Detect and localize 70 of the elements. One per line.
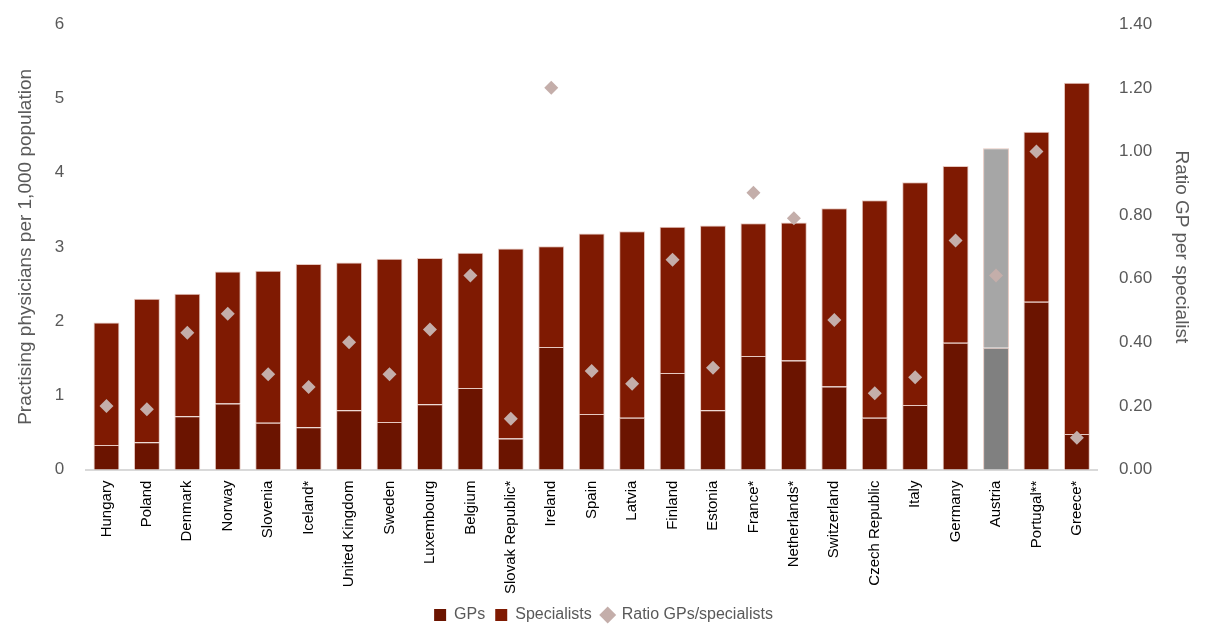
y-tick-label: 0 xyxy=(54,459,65,479)
y2-tick-label: 0.40 xyxy=(1119,332,1153,352)
y2-axis-title: Ratio GP per specialist xyxy=(1172,150,1194,345)
y2-tick-label: 1.20 xyxy=(1119,77,1153,97)
point xyxy=(544,80,559,95)
point xyxy=(584,363,599,378)
y-axis-title: Practising physicians per 1,000 population xyxy=(13,68,35,425)
point xyxy=(1069,430,1084,445)
y-tick-label: 5 xyxy=(54,88,65,108)
x-tick-label: Spain xyxy=(581,480,599,519)
y2-tick-label: 1.40 xyxy=(1119,13,1153,33)
y2-tick-label: 0.80 xyxy=(1119,204,1153,224)
point xyxy=(180,325,195,340)
x-tick-label: Slovak Republic* xyxy=(500,480,518,595)
point xyxy=(705,360,720,375)
point xyxy=(301,379,316,394)
x-tick-label: Latvia xyxy=(622,479,640,521)
x-tick-label: France* xyxy=(743,480,761,534)
x-tick-label: Ireland xyxy=(541,480,559,527)
y2-tick-label: 0.20 xyxy=(1119,395,1153,415)
x-tick-label: Finland xyxy=(662,480,680,530)
point xyxy=(503,411,518,426)
point xyxy=(342,335,357,350)
point xyxy=(382,367,397,382)
y-tick-label: 1 xyxy=(54,385,65,405)
y2-tick-label: 0.60 xyxy=(1119,268,1153,288)
x-tick-label: Estonia xyxy=(703,479,721,531)
legend-label: Ratio GPs/specialists xyxy=(621,605,773,623)
x-tick-label: Norway xyxy=(217,480,235,532)
y-tick-label: 3 xyxy=(54,236,65,256)
x-tick-label: Switzerland xyxy=(824,480,842,559)
y-tick-label: 2 xyxy=(54,310,65,330)
point xyxy=(99,398,114,413)
point xyxy=(139,402,154,417)
point xyxy=(746,185,761,200)
point xyxy=(463,268,478,283)
x-tick-label: Luxembourg xyxy=(420,480,438,564)
point xyxy=(948,233,963,248)
x-tick-label: Belgium xyxy=(460,480,478,535)
x-tick-label: Austria xyxy=(986,479,1004,528)
x-tick-label: Hungary xyxy=(96,480,114,538)
point xyxy=(261,367,276,382)
y-tick-label: 6 xyxy=(54,13,65,33)
legend-label: Specialists xyxy=(515,605,592,623)
point xyxy=(625,376,640,391)
y-tick-label: 4 xyxy=(54,162,65,182)
x-tick-label: United Kingdom xyxy=(339,480,357,588)
y2-tick-label: 0.00 xyxy=(1119,459,1153,479)
legend-label: GPs xyxy=(454,605,486,623)
x-tick-label: Greece* xyxy=(1067,480,1085,536)
x-tick-label: Germany xyxy=(945,480,963,543)
x-tick-label: Denmark xyxy=(177,480,195,542)
y2-tick-label: 1.00 xyxy=(1119,141,1153,161)
x-tick-label: Slovenia xyxy=(258,479,276,539)
x-tick-label: Portugal** xyxy=(1026,480,1044,549)
x-tick-label: Czech Republic xyxy=(864,480,882,586)
x-tick-label: Netherlands* xyxy=(784,480,801,568)
point xyxy=(867,386,882,401)
point xyxy=(827,313,842,328)
point xyxy=(786,211,801,226)
point xyxy=(665,252,680,267)
x-tick-label: Sweden xyxy=(379,480,397,535)
point xyxy=(220,306,235,321)
point xyxy=(1029,144,1044,159)
point xyxy=(989,268,1004,283)
x-tick-label: Poland xyxy=(137,480,155,528)
point xyxy=(908,370,923,385)
x-tick-label: Italy xyxy=(905,480,923,509)
x-tick-label: Iceland* xyxy=(298,480,316,535)
point xyxy=(422,322,437,337)
